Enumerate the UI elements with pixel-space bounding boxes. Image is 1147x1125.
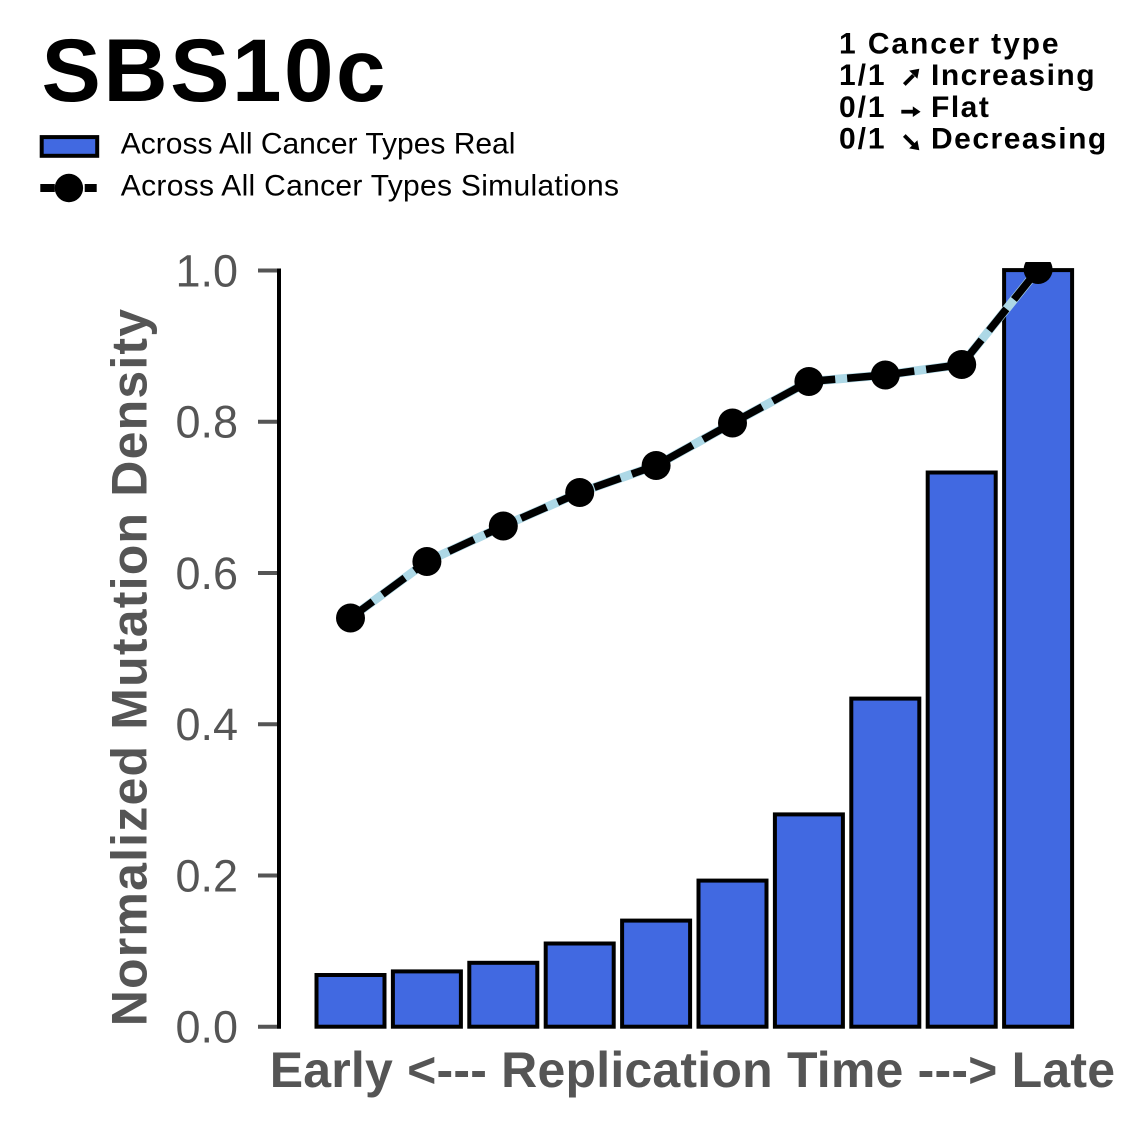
- svg-text:0/1: 0/1: [839, 91, 886, 124]
- svg-text:SBS10c: SBS10c: [42, 20, 389, 120]
- svg-text:1/1: 1/1: [839, 59, 886, 92]
- svg-text:0.2: 0.2: [175, 851, 238, 902]
- svg-text:Increasing: Increasing: [931, 59, 1096, 92]
- svg-text:1.0: 1.0: [175, 246, 238, 297]
- svg-text:0.0: 0.0: [175, 1002, 238, 1053]
- svg-text:Decreasing: Decreasing: [931, 123, 1108, 156]
- svg-text:Across All Cancer Types Simula: Across All Cancer Types Simulations: [121, 170, 619, 203]
- svg-text:0/1: 0/1: [839, 123, 886, 156]
- svg-text:0.8: 0.8: [175, 397, 238, 448]
- svg-text:0.6: 0.6: [175, 548, 238, 599]
- svg-text:Flat: Flat: [931, 91, 990, 124]
- svg-text:Normalized Mutation Density: Normalized Mutation Density: [101, 308, 157, 1027]
- svg-text:Early <--- Replication Time --: Early <--- Replication Time ---> Late: [270, 1042, 1116, 1098]
- svg-text:0.4: 0.4: [175, 699, 238, 750]
- svg-text:Across All Cancer Types Real: Across All Cancer Types Real: [121, 128, 516, 161]
- svg-text:1 Cancer type: 1 Cancer type: [839, 27, 1060, 60]
